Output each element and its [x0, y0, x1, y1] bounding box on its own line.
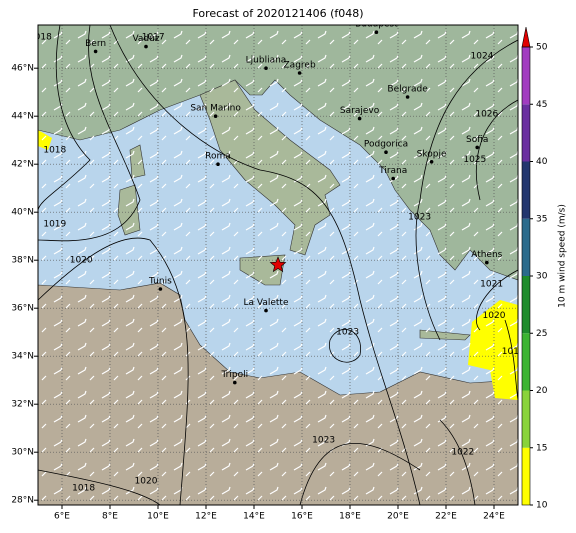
overlay: 1018 1017 1024 1026 1025 1018 1019 1020 1023 1021…: [29, 20, 525, 505]
isobar-label: 1020: [70, 256, 93, 266]
isobar-label: 1020: [483, 311, 506, 321]
city-dot: [485, 260, 489, 265]
city-label: Budapest: [355, 20, 398, 30]
colorbar-bin: [522, 218, 530, 276]
city-dot: [144, 44, 148, 49]
isobar-label: 1018: [72, 484, 95, 494]
city-dot: [264, 66, 268, 70]
isobars: [38, 25, 518, 505]
lat-tick-label: 44°N: [11, 112, 34, 122]
city-dot: [429, 160, 434, 164]
lat-tick-label: 46°N: [11, 64, 34, 74]
isobar-label: 1017: [142, 33, 165, 43]
colorbar-tick-label: 25: [536, 329, 547, 339]
city-dot: [374, 30, 379, 34]
colorbar-tick-label: 45: [536, 100, 547, 110]
colorbar-bin: [522, 161, 530, 219]
city-dot: [93, 49, 98, 54]
lat-tick-label: 28°N: [11, 496, 34, 506]
title: Forecast of 2020121406 (f048): [192, 7, 363, 20]
isobar-label: 1024: [471, 52, 494, 62]
lat-tick-label: 34°N: [11, 352, 34, 362]
isobar-label: 1019: [502, 347, 525, 357]
isobar-label: 1019: [43, 220, 66, 230]
lat-tick-label: 40°N: [11, 208, 34, 218]
isobar-label: 1018: [43, 145, 66, 155]
city-label: Tirana: [378, 166, 407, 176]
colorbar-tick-label: 40: [536, 157, 548, 167]
city-label: Vaduz: [132, 34, 159, 44]
city-label: La Valette: [244, 298, 289, 308]
isobar-label: 1025: [463, 155, 486, 165]
isobar-label: 1026: [475, 109, 498, 119]
city-dot: [384, 150, 388, 154]
city-label: Sarajevo: [340, 106, 380, 116]
lon-tick-label: 14°E: [243, 512, 265, 522]
city-label: Belgrade: [387, 85, 428, 95]
lat-tick-label: 36°N: [11, 304, 34, 314]
isobar-label: 1023: [408, 213, 431, 223]
city-label: Skopje: [417, 149, 447, 159]
isobar-label: 1020: [135, 477, 158, 487]
colorbar-tick-label: 35: [536, 214, 547, 224]
city-dot: [357, 116, 362, 121]
colorbar-tick-label: 50: [536, 43, 548, 53]
city-dot: [391, 176, 396, 181]
lon-tick-label: 22°E: [435, 512, 457, 522]
isobar-label: 1023: [312, 436, 335, 446]
colorbar-bin: [522, 104, 530, 162]
colorbar-extend: [521, 26, 531, 48]
isobar-label: 1021: [480, 280, 503, 290]
lon-tick-label: 8°E: [102, 512, 118, 522]
lon-tick-label: 18°E: [339, 512, 361, 522]
city-dot: [264, 308, 268, 313]
colorbar-bin: [522, 276, 530, 334]
colorbar-tick-label: 30: [536, 272, 548, 282]
isobar-label: 1022: [451, 448, 474, 458]
lon-tick-label: 24°E: [483, 512, 505, 522]
isobar-label: 1023: [336, 328, 359, 338]
city-label: Tripoli: [220, 370, 248, 380]
lat-tick-label: 32°N: [11, 400, 34, 410]
colorbar-bin: [522, 333, 530, 391]
lon-tick-label: 12°E: [195, 512, 217, 522]
city-dot: [233, 380, 237, 385]
forecast-point: [269, 256, 287, 273]
colorbar-label: 10 m wind speed (m/s): [558, 204, 568, 308]
city-label: San Marino: [190, 104, 241, 114]
isobar-label: 1018: [29, 33, 52, 43]
city-dot: [405, 95, 410, 99]
lat-tick-label: 30°N: [11, 448, 34, 458]
lat-tick-label: 42°N: [11, 160, 34, 170]
lon-tick-label: 6°E: [54, 512, 70, 522]
colorbar-tick-label: 20: [536, 386, 548, 396]
colorbar-bin: [522, 47, 530, 105]
city-label: Athens: [471, 250, 502, 260]
lon-tick-label: 10°E: [147, 512, 169, 522]
lon-tick-label: 20°E: [387, 512, 409, 522]
city-label: Roma: [205, 152, 231, 162]
colorbar-tick-label: 10: [536, 501, 548, 511]
city-label: Zagreb: [284, 61, 316, 71]
city-label: Tunis: [148, 277, 172, 287]
colorbar-bin: [522, 447, 530, 505]
city-dot: [216, 162, 220, 166]
lon-tick-label: 16°E: [291, 512, 313, 522]
city-label: Sofia: [466, 135, 488, 145]
colorbar-bin: [522, 390, 530, 448]
city-dot: [297, 71, 302, 75]
city-dot: [158, 287, 163, 291]
city-label: Podgorica: [364, 140, 408, 150]
city-dot: [213, 114, 218, 118]
city-label: Bern: [85, 39, 106, 49]
colorbar-tick-label: 15: [536, 443, 547, 453]
map-area: 1018 1017 1024 1026 1025 1018 1019 1020 1023 1021…: [29, 20, 525, 505]
map-frame: [37, 24, 519, 506]
city-label: Ljubliana: [246, 56, 287, 66]
lat-tick-label: 38°N: [11, 256, 34, 266]
city-dot: [475, 145, 480, 150]
